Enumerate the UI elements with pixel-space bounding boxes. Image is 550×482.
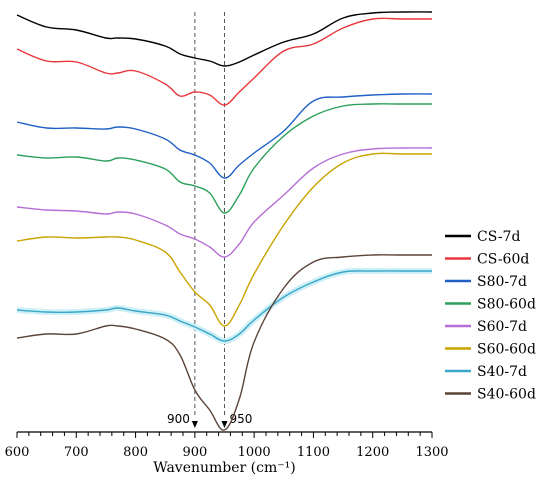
x-tick-label-800: 800 [123,445,148,460]
x-tick-label-1100: 1100 [297,445,330,460]
series-lines [16,11,433,431]
series-line-s80-60d [16,103,432,214]
series-line-s60-7d [16,147,433,258]
reference-label-950: 950 [230,412,253,426]
series-line-s80-7d [16,93,433,179]
x-tick-label-600: 600 [5,445,30,460]
series-line-s60-60d [16,152,432,327]
x-tick-label-900: 900 [182,445,207,460]
legend-label-s60-7d: S60-7d [477,319,527,335]
x-tick-label-700: 700 [64,445,89,460]
x-axis: 600 700 800 900 1000 1100 1200 1300 [5,431,449,460]
legend-label-cs-60d: CS-60d [477,252,529,268]
reference-lines: 900 950 [167,12,252,428]
legend-label-s80-60d: S80-60d [477,297,536,313]
x-tick-label-1000: 1000 [238,445,271,460]
legend-label-cs-7d: CS-7d [477,229,520,245]
x-tick-label-1300: 1300 [415,445,448,460]
legend-label-s80-7d: S80-7d [477,274,527,290]
series-line-cs-60d [16,17,432,106]
legend-label-s40-7d: S40-7d [477,364,527,380]
legend-label-s40-60d: S40-60d [477,387,536,403]
reference-arrow-950 [221,421,228,428]
legend: CS-7d CS-60d S80-7d S80-60d S60-7d S60-60d S40… [445,229,536,403]
reference-label-900: 900 [167,412,190,426]
legend-label-s60-60d: S60-60d [477,342,536,358]
x-axis-title: Wavenumber (cm⁻¹) [153,460,295,476]
series-line-s40-60d [16,254,432,431]
series-line-s40-7d [16,270,432,342]
x-tick-label-1200: 1200 [356,445,389,460]
series-line-cs-7d [16,11,433,67]
reference-arrow-900 [191,421,198,428]
